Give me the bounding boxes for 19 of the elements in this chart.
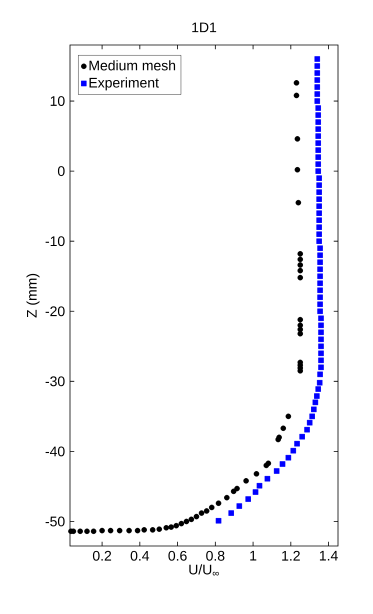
x-axis-title: U/U$_{∞}$ xyxy=(189,564,219,576)
x-tick-label: 0.8 xyxy=(206,550,224,561)
chart-title: 1D1 xyxy=(192,22,216,32)
y-tick-label: -10 xyxy=(46,236,65,246)
y-axis-title: Z (mm) xyxy=(26,274,40,318)
y-tick-label: -30 xyxy=(46,376,65,386)
legend-label: Medium mesh xyxy=(90,60,176,70)
x-tick-label: 0.2 xyxy=(92,550,112,561)
x-tick-label: 0.6 xyxy=(168,550,187,561)
y-tick-label: -20 xyxy=(46,306,65,316)
legend-label: Experiment xyxy=(90,77,159,90)
y-tick-label: -50 xyxy=(46,516,65,526)
x-tick-label: 0.4 xyxy=(130,550,150,561)
x-tick-label: 1.2 xyxy=(282,550,300,561)
x-tick-label: 1.4 xyxy=(320,550,338,560)
y-tick-label: -40 xyxy=(46,446,65,456)
y-tick-label: 10 xyxy=(50,96,65,106)
x-tick-label: 1 xyxy=(250,550,256,560)
y-tick-label: 0 xyxy=(58,166,65,176)
